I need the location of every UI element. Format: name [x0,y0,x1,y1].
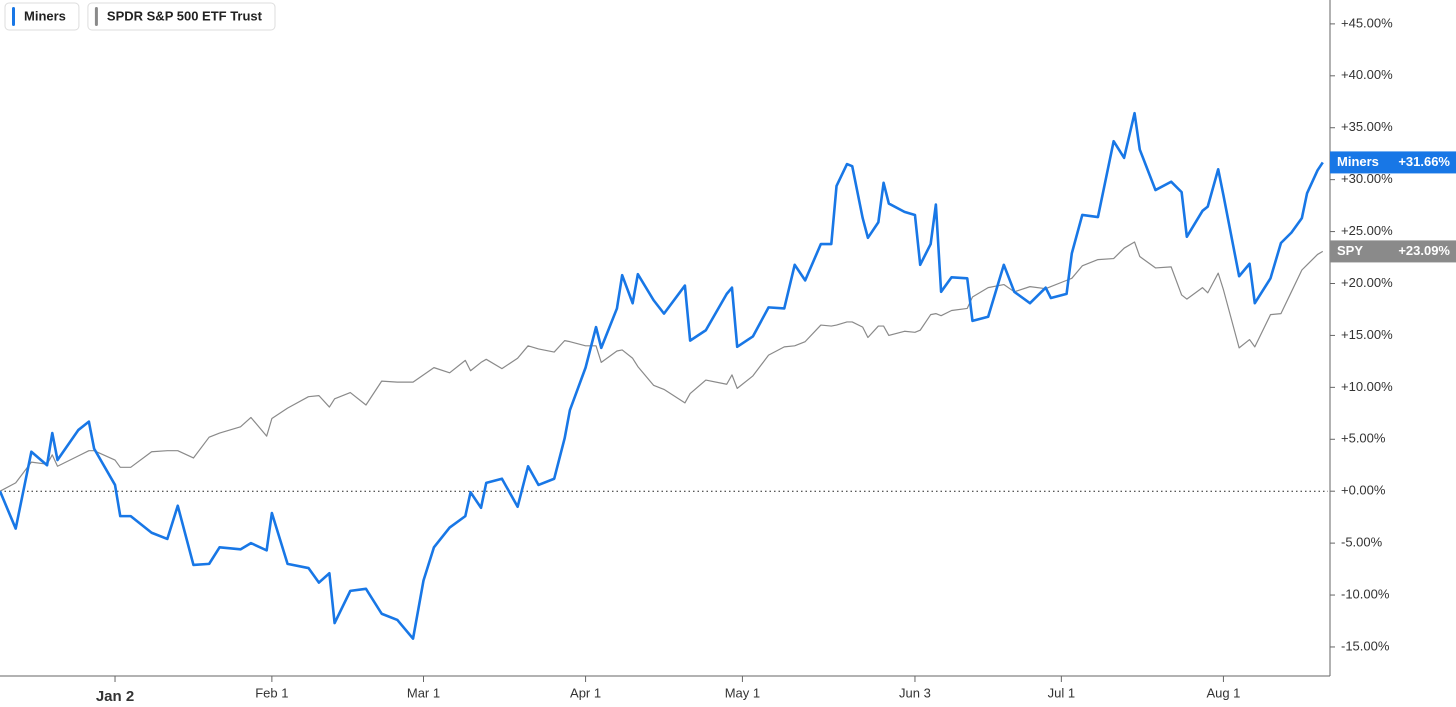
y-tick-label: +30.00% [1341,171,1393,186]
x-tick-label: Mar 1 [407,685,440,700]
end-tag [1330,240,1456,263]
legend-item: Miners [4,2,80,31]
legend-box [87,2,276,31]
legend-label: Miners [24,8,66,23]
x-tick-label: Jul 1 [1048,685,1075,700]
y-tick-label: +15.00% [1341,327,1393,342]
legend-label: SPDR S&P 500 ETF Trust [107,8,263,23]
series-line [0,241,1324,492]
y-tick-label: +5.00% [1341,431,1386,446]
end-tag [1330,151,1456,174]
x-tick-label: May 1 [725,685,760,700]
legend-swatch [94,7,98,26]
end-tag-name: SPY [1337,243,1363,258]
y-tick-label: +35.00% [1341,119,1393,134]
series-line [0,111,1324,640]
y-tick-label: +0.00% [1341,483,1386,498]
y-tick-label: +45.00% [1341,15,1393,30]
y-tick-label: +25.00% [1341,223,1393,238]
x-tick-label: Jan 2 [96,688,134,705]
x-tick-label: Apr 1 [570,685,601,700]
y-tick-label: -10.00% [1341,586,1390,601]
x-tick-label: Aug 1 [1206,685,1240,700]
legend-item: SPDR S&P 500 ETF Trust [87,2,276,31]
end-tag-value: +31.66% [1398,154,1450,169]
legend-box [4,2,80,31]
y-tick-label: -5.00% [1341,535,1383,550]
end-tag-value: +23.09% [1398,243,1450,258]
y-tick-label: -15.00% [1341,638,1390,653]
x-tick-label: Jun 3 [899,685,931,700]
x-tick-label: Feb 1 [255,685,288,700]
legend-swatch [12,7,15,26]
y-tick-label: +40.00% [1341,67,1393,82]
y-tick-label: +20.00% [1341,275,1393,290]
y-tick-label: +10.00% [1341,379,1393,394]
end-tag-name: Miners [1337,154,1379,169]
